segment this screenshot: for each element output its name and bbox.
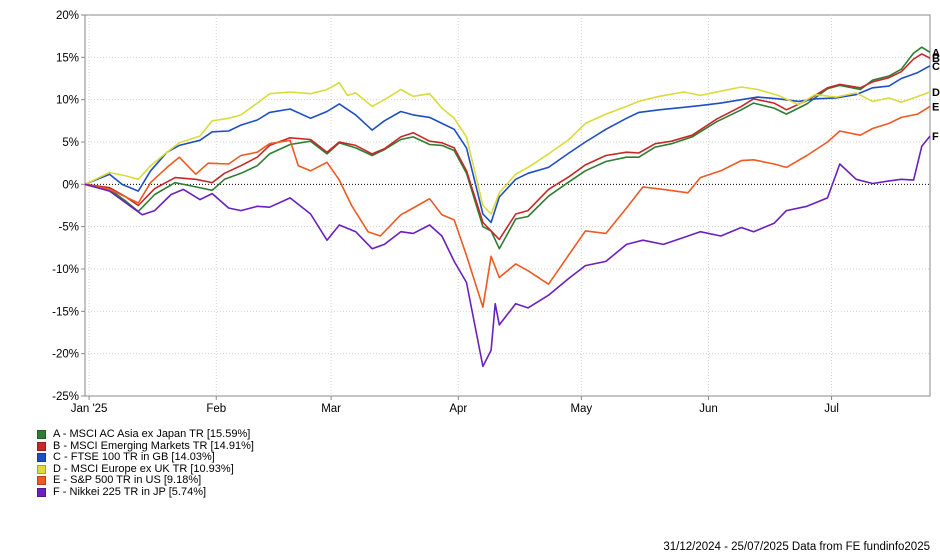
series-line (84, 105, 931, 308)
x-tick-label: Jul (824, 403, 839, 415)
line-chart: 20% 15% 10% 5% 0% -5% -10% -15% -20% -25% Jan '25… (52, 10, 940, 415)
series-end-label: B (932, 53, 940, 65)
series-lines (84, 46, 931, 368)
series-line (84, 65, 931, 224)
y-tick-label: -25% (52, 391, 79, 403)
series-end-label: D (932, 87, 940, 99)
x-tick-label: Jan '25 (71, 403, 108, 415)
legend-item: A - MSCI AC Asia ex Japan TR [15.59%] (37, 428, 254, 441)
plot-area (84, 14, 931, 397)
legend-item: E - S&P 500 TR in US [9.18%] (37, 474, 254, 487)
y-tick-label: -5% (59, 222, 79, 234)
x-tick-label: May (570, 403, 592, 415)
series-line (84, 46, 931, 250)
series-end-label: E (932, 101, 939, 113)
legend-item: F - Nikkei 225 TR in JP [5.74%] (37, 485, 254, 499)
x-tick-label: Feb (206, 403, 226, 415)
legend-item: B - MSCI Emerging Markets TR [14.91%] (37, 439, 254, 453)
x-tick-label: Mar (321, 403, 341, 415)
x-tick-label: Jun (699, 403, 718, 415)
footer-source-note: 31/12/2024 - 25/07/2025 Data from FE fun… (663, 541, 930, 553)
x-tick-label: Apr (449, 403, 467, 415)
legend-label: B - MSCI Emerging Markets TR [14.91%] (53, 439, 254, 452)
legend-label: F - Nikkei 225 TR in JP [5.74%] (53, 485, 207, 498)
legend-label: E - S&P 500 TR in US [9.18%] (53, 474, 202, 486)
y-tick-label: 20% (56, 10, 79, 22)
legend-swatch (37, 476, 46, 486)
legend-swatch (37, 487, 46, 497)
legend-swatch (37, 441, 46, 451)
y-tick-label: 5% (62, 137, 79, 149)
series-line (84, 81, 931, 215)
series-end-label: A (932, 47, 940, 59)
y-tick-label: -15% (52, 306, 79, 318)
grid-lines (85, 15, 930, 396)
y-tick-label: 10% (56, 95, 79, 107)
y-axis: 20% 15% 10% 5% 0% -5% -10% -15% -20% -25% (52, 10, 85, 403)
legend: A - MSCI AC Asia ex Japan TR [15.59%] B -… (37, 428, 254, 499)
y-tick-label: 15% (56, 52, 79, 64)
series-end-label: F (932, 131, 939, 143)
legend-item: D - MSCI Europe ex UK TR [10.93%] (37, 462, 254, 476)
legend-label: A - MSCI AC Asia ex Japan TR [15.59%] (53, 428, 251, 440)
y-tick-label: -10% (52, 264, 79, 276)
y-tick-label: 0% (62, 179, 79, 191)
legend-swatch (37, 453, 46, 463)
series-line (84, 135, 931, 368)
series-end-labels: ABC DE F (932, 47, 940, 143)
legend-label: D - MSCI Europe ex UK TR [10.93%] (53, 462, 234, 475)
x-axis: Jan '25 Feb Mar Apr May Jun Jul (71, 396, 839, 415)
series-end-label: C (932, 61, 940, 73)
y-tick-label: -20% (52, 349, 79, 361)
legend-swatch (37, 464, 46, 474)
legend-swatch (37, 430, 46, 440)
legend-label: C - FTSE 100 TR in GB [14.03%] (53, 451, 215, 463)
legend-item: C - FTSE 100 TR in GB [14.03%] (37, 451, 254, 464)
